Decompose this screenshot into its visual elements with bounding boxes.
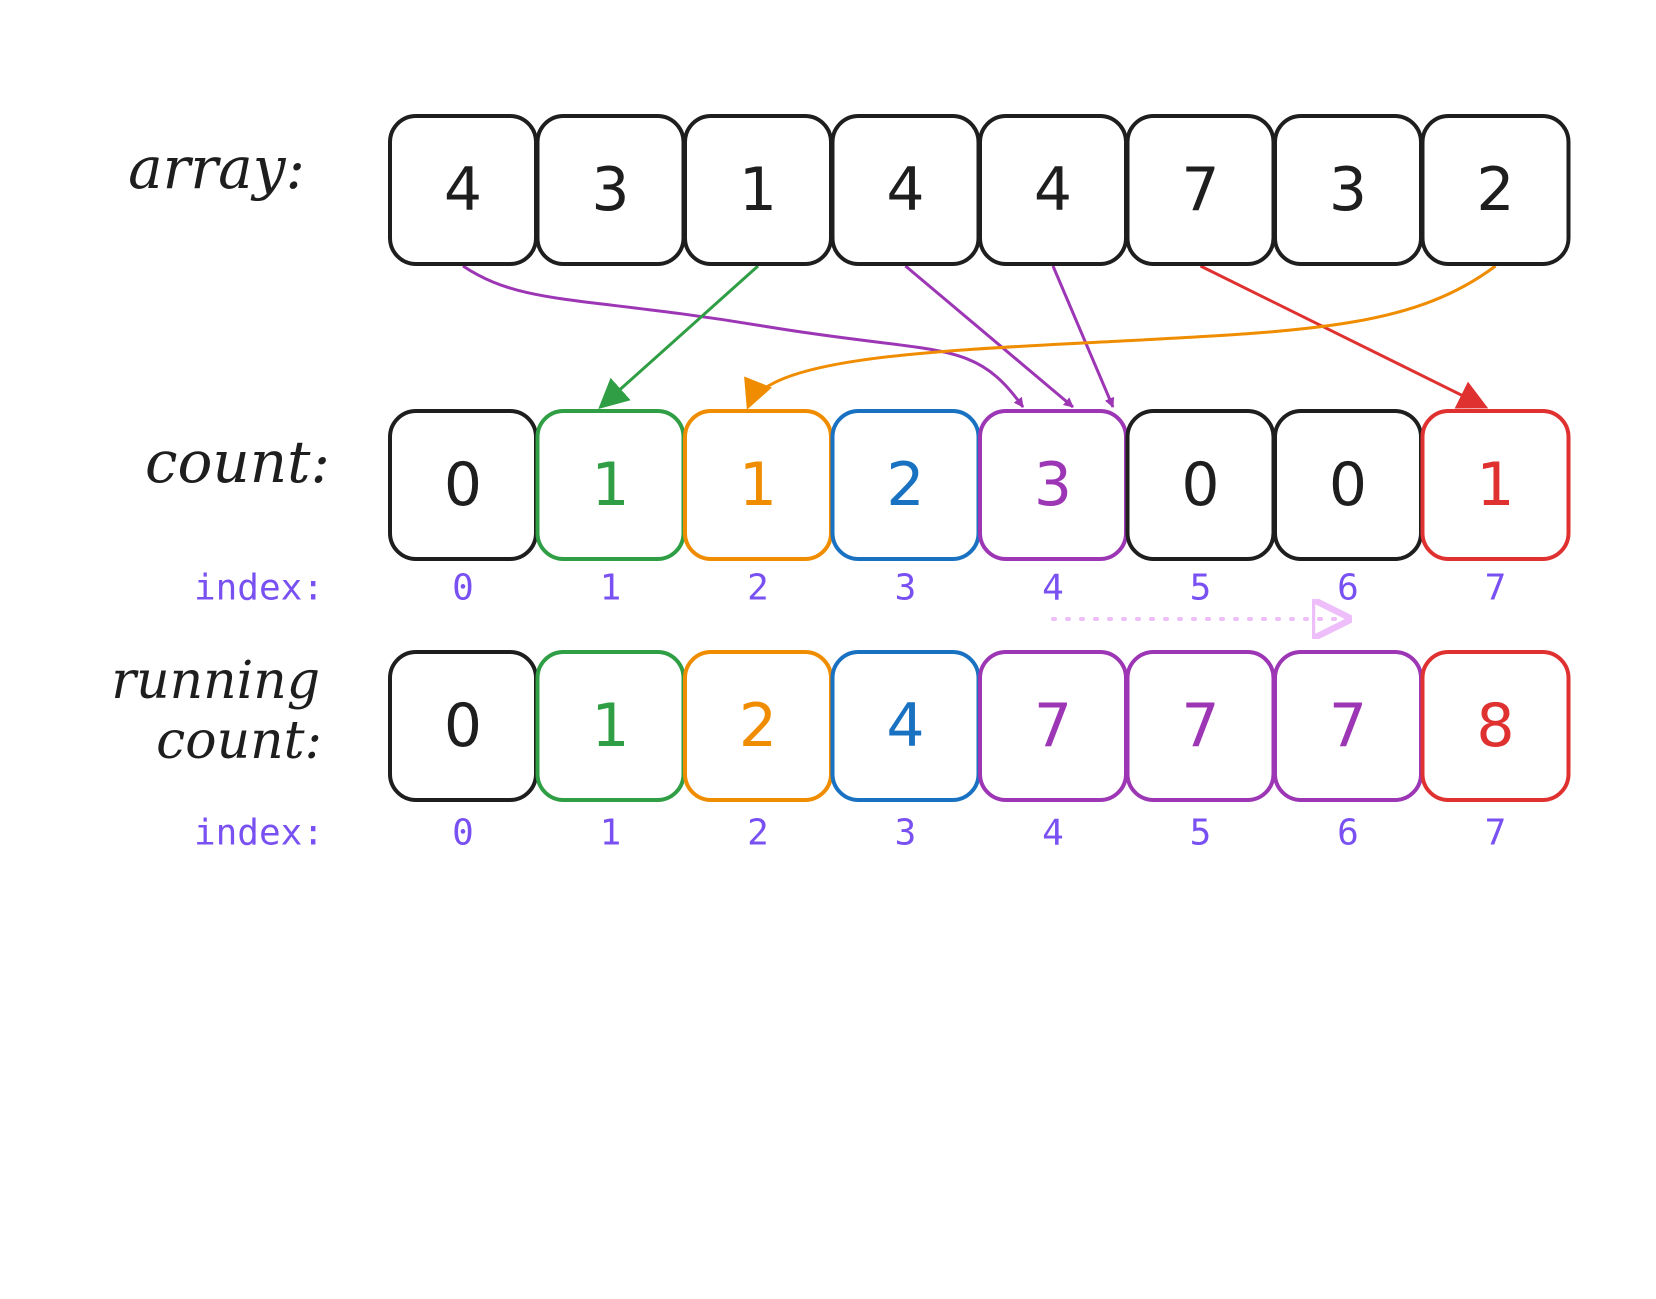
- count-index: 0: [452, 568, 474, 609]
- count-cell-value: 1: [739, 450, 777, 520]
- count-cell: 0: [1125, 409, 1276, 561]
- count-index: 6: [1337, 568, 1359, 609]
- running-count-index: 7: [1485, 813, 1507, 854]
- count-cell: 0: [388, 409, 538, 561]
- count-index-row: 0 1 2 3 4 5 6 7: [452, 568, 1506, 609]
- running-count-cell-box: [1420, 650, 1571, 802]
- array-cell: 7: [1125, 114, 1276, 266]
- count-index: 1: [600, 568, 622, 609]
- array-cell: 1: [683, 114, 833, 266]
- running-count-cell: 8: [1420, 650, 1571, 802]
- array-cell: 3: [535, 114, 686, 266]
- array-cell-value: 4: [886, 155, 924, 225]
- count-cell-value: 1: [1476, 450, 1514, 520]
- running-count-cell: 7: [1273, 650, 1423, 802]
- running-count-index: 3: [895, 813, 917, 854]
- count-index: 2: [747, 568, 769, 609]
- array-row: 4 3 1 4 4 7 3 2: [388, 114, 1571, 266]
- array-cell: 4: [830, 114, 981, 266]
- running-count-cell-value: 0: [444, 691, 482, 761]
- array-cell: 4: [978, 114, 1128, 266]
- array-cell-value: 4: [1034, 155, 1072, 225]
- count-cell: 1: [535, 409, 686, 561]
- array-cell: 3: [1273, 114, 1423, 266]
- running-count-index: 4: [1042, 813, 1064, 854]
- count-index-label: index:: [194, 568, 324, 609]
- running-count-index: 1: [600, 813, 622, 854]
- array-cell-value: 4: [444, 155, 482, 225]
- count-index: 5: [1190, 568, 1212, 609]
- count-cell: 1: [1420, 409, 1571, 561]
- running-count-cell: 2: [683, 650, 833, 802]
- running-count-cell-value: 2: [739, 691, 777, 761]
- count-index: 7: [1485, 568, 1507, 609]
- count-index: 4: [1042, 568, 1064, 609]
- running-count-cell-value: 4: [886, 691, 924, 761]
- count-row-label: count:: [145, 428, 330, 496]
- running-count-cell: 7: [978, 650, 1128, 802]
- running-count-cell: 0: [388, 650, 538, 802]
- running-count-label-line1: running: [111, 651, 320, 711]
- running-count-index: 0: [452, 813, 474, 854]
- running-count-index-row: 0 1 2 3 4 5 6 7: [452, 813, 1506, 854]
- running-count-label-line2: count:: [156, 711, 322, 771]
- running-count-cell-value: 1: [591, 691, 629, 761]
- array-to-count-arrow: [744, 264, 1497, 410]
- array-cell-value: 1: [739, 155, 777, 225]
- count-cell-value: 0: [1329, 450, 1367, 520]
- count-cell-value: 2: [886, 450, 924, 520]
- count-index: 3: [895, 568, 917, 609]
- running-count-cell-value: 8: [1476, 691, 1514, 761]
- running-count-cell: 4: [830, 650, 981, 802]
- running-count-cell-value: 7: [1329, 691, 1367, 761]
- array-to-count-arrow: [904, 264, 1074, 409]
- array-to-count-arrow: [462, 264, 1025, 408]
- array-cell: 4: [388, 114, 538, 266]
- array-cell-box: [1420, 114, 1571, 266]
- running-count-index: 6: [1337, 813, 1359, 854]
- count-cell-value: 0: [1181, 450, 1219, 520]
- arrow-layer: [462, 264, 1497, 619]
- array-cell-value: 2: [1476, 155, 1514, 225]
- running-count-index: 2: [747, 813, 769, 854]
- count-cell: 0: [1273, 409, 1423, 561]
- count-cell: 2: [830, 409, 981, 561]
- running-count-row: 0 1 2 4 7 7 7 8: [388, 650, 1571, 802]
- running-count-cell-value: 7: [1181, 691, 1219, 761]
- count-cell: 1: [683, 409, 833, 561]
- running-count-cell: 7: [1125, 650, 1276, 802]
- array-to-count-arrow: [1199, 264, 1489, 409]
- running-count-index: 5: [1190, 813, 1212, 854]
- count-cell-box: [1420, 409, 1571, 561]
- array-to-count-arrow: [598, 264, 760, 410]
- array-cell-value: 7: [1181, 155, 1219, 225]
- array-cell-value: 3: [591, 155, 629, 225]
- count-row: 0 1 1 2 3 0 0 1: [388, 409, 1571, 561]
- count-cell-value: 1: [591, 450, 629, 520]
- count-cell-value: 3: [1034, 450, 1072, 520]
- running-count-index-label: index:: [194, 813, 324, 854]
- running-count-cell-value: 7: [1034, 691, 1072, 761]
- array-cell: 2: [1420, 114, 1571, 266]
- count-cell-value: 0: [444, 450, 482, 520]
- array-row-label: array:: [128, 134, 305, 202]
- array-to-count-arrow: [1051, 265, 1115, 408]
- count-cell: 3: [978, 409, 1128, 561]
- array-cell-value: 3: [1329, 155, 1367, 225]
- running-count-cell: 1: [535, 650, 686, 802]
